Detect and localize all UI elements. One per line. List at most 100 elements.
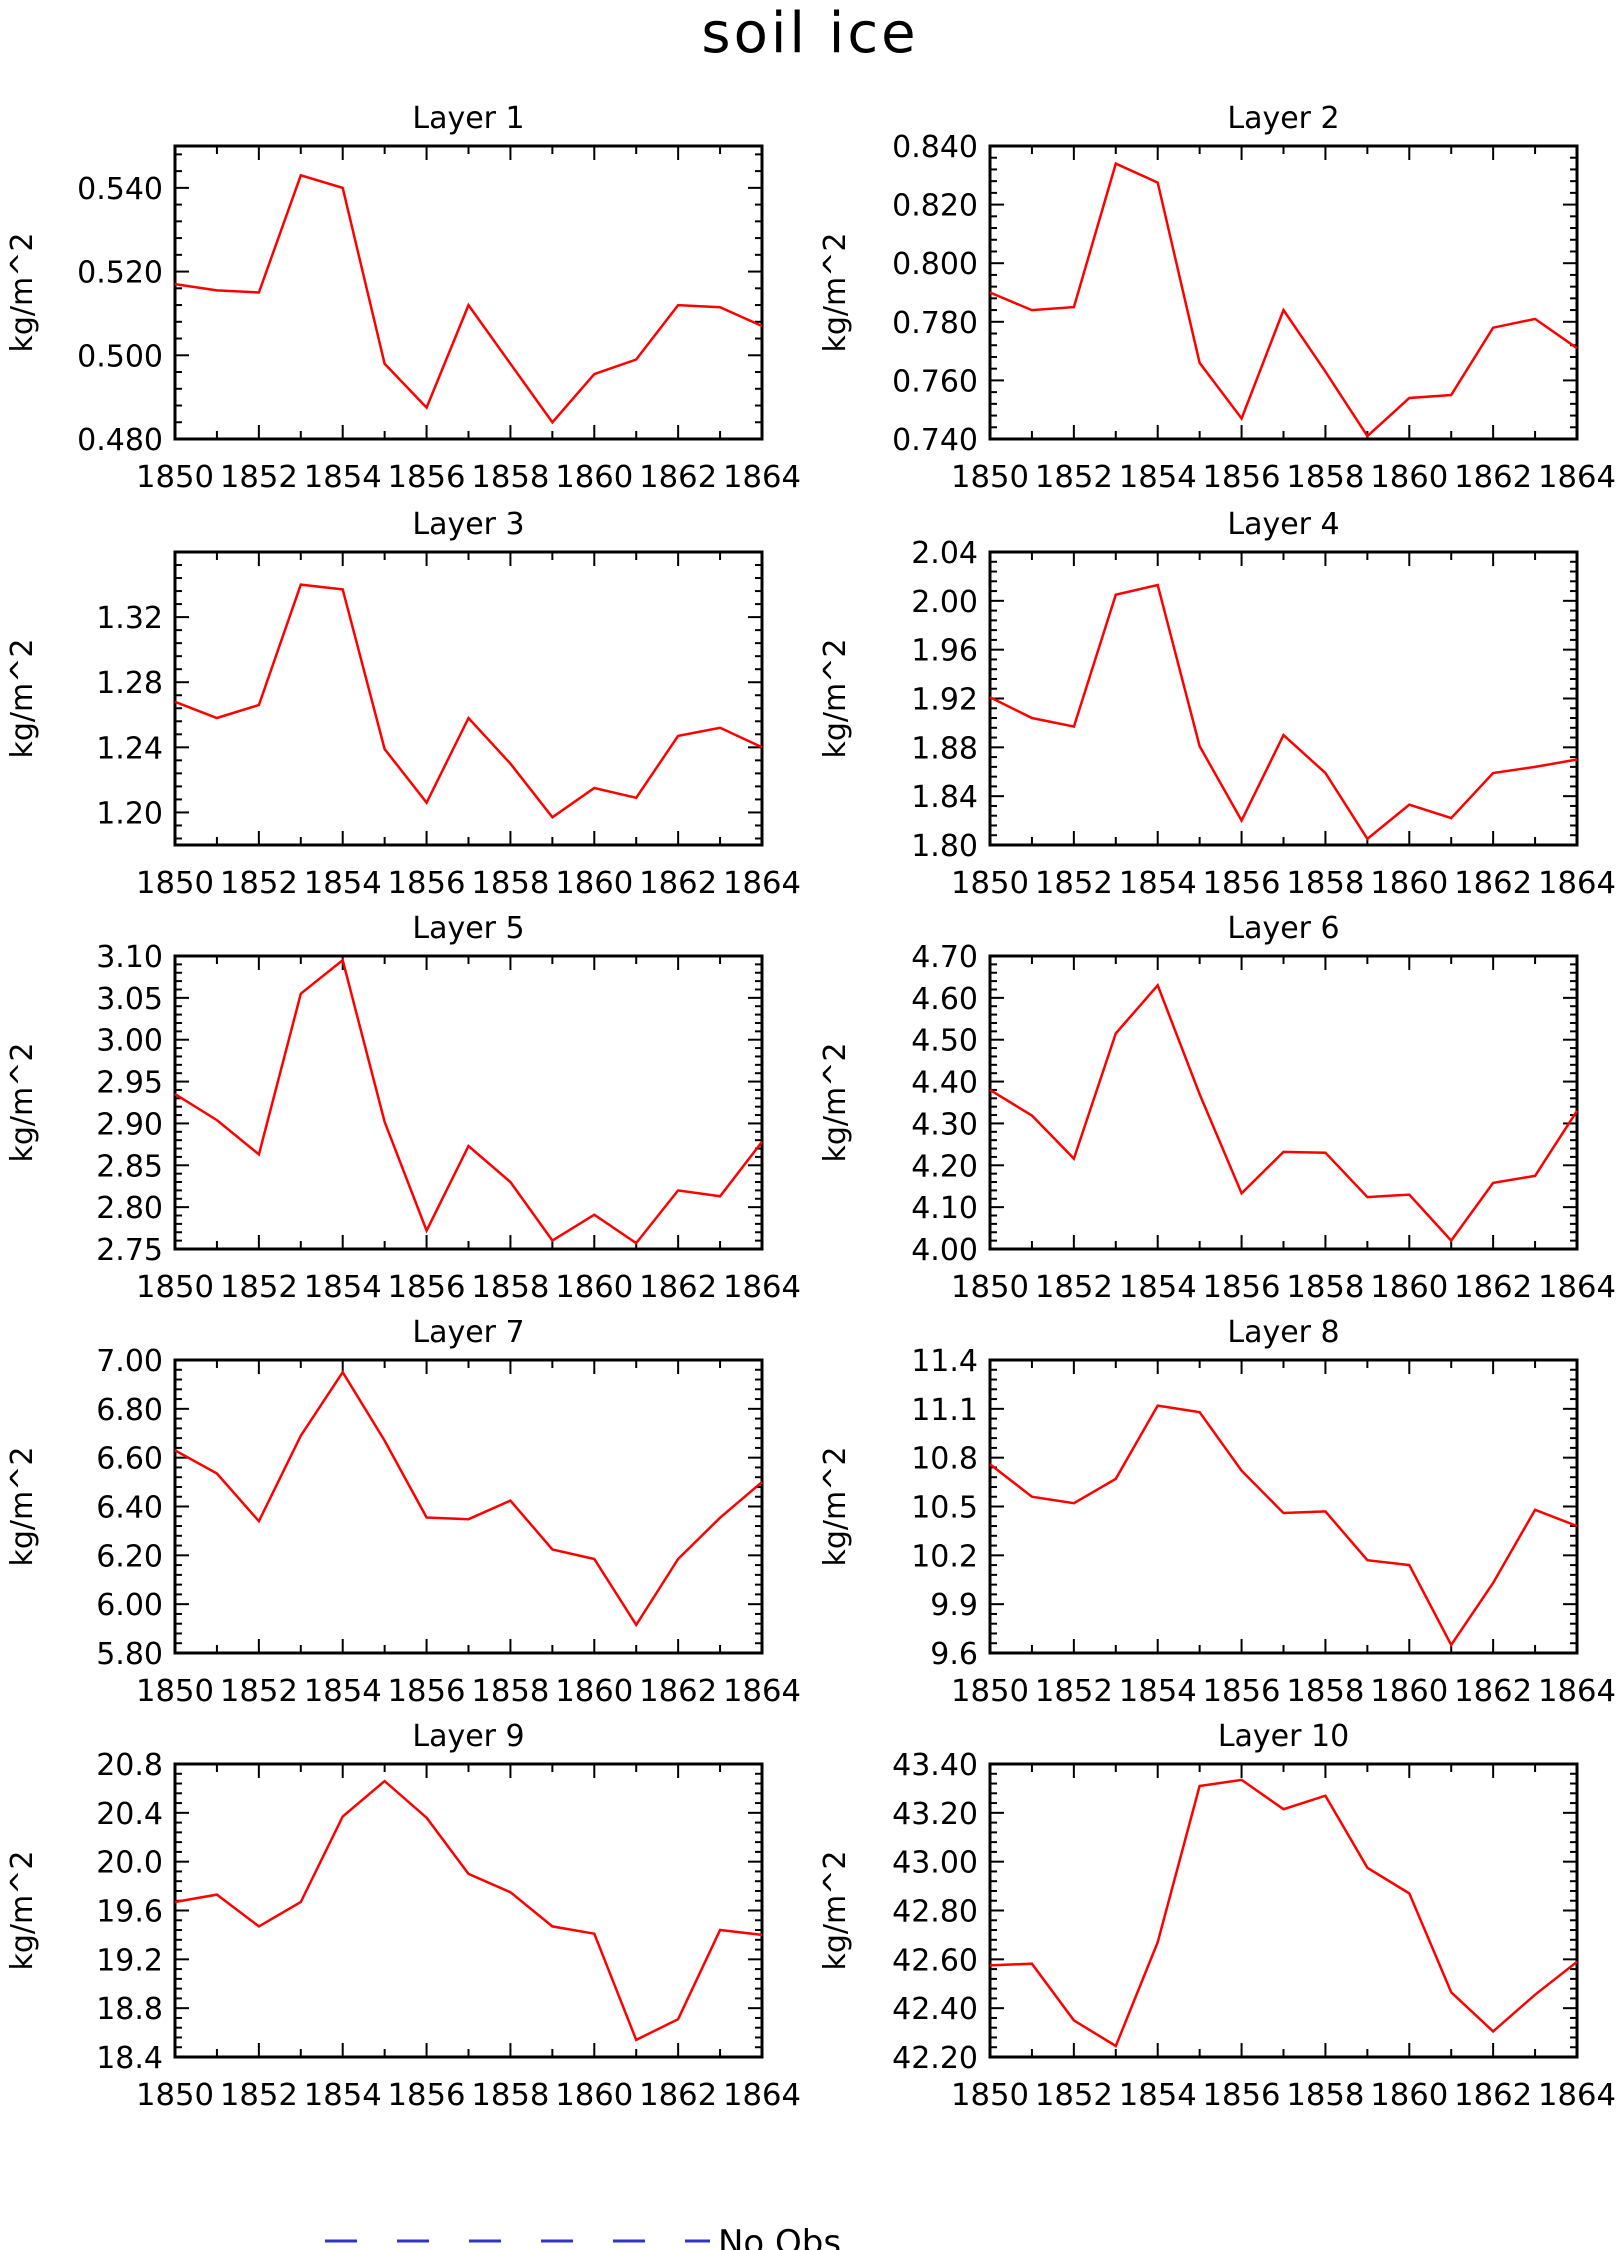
y-tick-label: 11.1 bbox=[911, 1393, 978, 1428]
x-tick-label: 1854 bbox=[304, 460, 382, 495]
y-tick-label: 10.8 bbox=[911, 1442, 978, 1477]
x-tick-label: 1854 bbox=[304, 2078, 382, 2113]
plot-frame bbox=[173, 1358, 764, 1655]
x-tick-label: 1854 bbox=[1119, 2078, 1197, 2113]
x-tick-label: 1850 bbox=[136, 1270, 214, 1305]
y-axis-label: kg/m^2 bbox=[818, 1043, 853, 1163]
series-line bbox=[989, 982, 1579, 1243]
x-tick-label: 1852 bbox=[1035, 866, 1113, 901]
x-tick-label: 1856 bbox=[388, 2078, 466, 2113]
x-tick-label: 1858 bbox=[471, 1674, 549, 1709]
x-tick-label: 1862 bbox=[639, 2078, 717, 2113]
x-tick-label: 1860 bbox=[1370, 460, 1448, 495]
y-axis-label: kg/m^2 bbox=[5, 1851, 40, 1971]
y-tick-label: 4.00 bbox=[911, 1233, 978, 1268]
y-tick-label: 20.4 bbox=[96, 1797, 163, 1832]
x-tick-label: 1860 bbox=[555, 460, 633, 495]
x-tick-label: 1852 bbox=[220, 866, 298, 901]
y-tick-label: 4.50 bbox=[911, 1024, 978, 1059]
figure-title: soil ice bbox=[701, 1, 918, 66]
panel-title: Layer 7 bbox=[412, 1315, 524, 1350]
x-tick-label: 1850 bbox=[136, 866, 214, 901]
series-line bbox=[989, 1778, 1578, 2048]
x-tick-label: 1852 bbox=[220, 2078, 298, 2113]
x-tick-label: 1864 bbox=[1538, 1674, 1616, 1709]
panel-title: Layer 8 bbox=[1227, 1315, 1339, 1350]
x-tick-label: 1852 bbox=[1035, 460, 1113, 495]
x-tick-label: 1860 bbox=[555, 866, 633, 901]
x-tick-label: 1864 bbox=[1538, 1270, 1616, 1305]
series-line bbox=[989, 583, 1578, 841]
y-tick-label: 0.500 bbox=[77, 339, 163, 374]
y-tick-label: 19.6 bbox=[96, 1895, 163, 1930]
y-tick-label: 0.800 bbox=[892, 247, 978, 282]
x-tick-label: 1856 bbox=[1203, 460, 1281, 495]
panel-title: Layer 1 bbox=[412, 101, 524, 136]
x-tick-label: 1864 bbox=[1538, 2078, 1616, 2113]
y-tick-label: 1.32 bbox=[96, 601, 163, 636]
x-tick-label: 1856 bbox=[1203, 1270, 1281, 1305]
y-axis-label: kg/m^2 bbox=[5, 1043, 40, 1163]
x-tick-label: 1864 bbox=[1538, 866, 1616, 901]
panel-title: Layer 2 bbox=[1227, 101, 1339, 136]
y-tick-label: 1.24 bbox=[96, 731, 163, 766]
x-tick-label: 1864 bbox=[1538, 460, 1616, 495]
panel-title: Layer 10 bbox=[1218, 1719, 1349, 1754]
x-tick-label: 1856 bbox=[388, 1674, 466, 1709]
y-tick-label: 2.80 bbox=[96, 1191, 163, 1226]
y-axis-label: kg/m^2 bbox=[818, 1447, 853, 1567]
y-tick-label: 0.840 bbox=[892, 130, 978, 165]
y-tick-label: 0.740 bbox=[892, 423, 978, 458]
x-tick-label: 1858 bbox=[1286, 1270, 1364, 1305]
x-tick-label: 1854 bbox=[304, 1674, 382, 1709]
y-tick-label: 10.2 bbox=[911, 1539, 978, 1574]
x-tick-label: 1862 bbox=[639, 1270, 717, 1305]
x-tick-label: 1852 bbox=[220, 460, 298, 495]
panel-title: Layer 5 bbox=[412, 911, 524, 946]
plot-frame bbox=[988, 1358, 1579, 1655]
panel-title: Layer 3 bbox=[412, 507, 524, 542]
y-tick-label: 9.6 bbox=[930, 1637, 978, 1672]
x-tick-label: 1854 bbox=[1119, 1270, 1197, 1305]
y-tick-label: 6.20 bbox=[96, 1539, 163, 1574]
x-tick-label: 1850 bbox=[951, 1270, 1029, 1305]
series-line bbox=[174, 583, 763, 820]
x-tick-label: 1858 bbox=[1286, 2078, 1364, 2113]
x-tick-label: 1852 bbox=[1035, 1674, 1113, 1709]
y-tick-label: 1.96 bbox=[911, 634, 978, 669]
y-axis-label: kg/m^2 bbox=[818, 1851, 853, 1971]
x-tick-label: 1850 bbox=[136, 2078, 214, 2113]
plot-frame bbox=[173, 144, 764, 441]
y-tick-label: 4.70 bbox=[911, 940, 978, 975]
x-tick-label: 1860 bbox=[555, 2078, 633, 2113]
x-tick-label: 1862 bbox=[639, 1674, 717, 1709]
y-tick-label: 3.05 bbox=[96, 982, 163, 1017]
panel-title: Layer 4 bbox=[1227, 507, 1339, 542]
x-tick-label: 1856 bbox=[1203, 866, 1281, 901]
x-tick-label: 1858 bbox=[1286, 866, 1364, 901]
y-tick-label: 43.40 bbox=[892, 1748, 978, 1783]
y-tick-label: 2.85 bbox=[96, 1149, 163, 1184]
y-tick-label: 42.80 bbox=[892, 1895, 978, 1930]
y-tick-label: 0.480 bbox=[77, 423, 163, 458]
series-line bbox=[174, 1369, 763, 1628]
y-tick-label: 42.40 bbox=[892, 1992, 978, 2027]
x-tick-label: 1862 bbox=[1454, 460, 1532, 495]
y-tick-label: 19.2 bbox=[96, 1943, 163, 1978]
x-tick-label: 1852 bbox=[1035, 2078, 1113, 2113]
x-tick-label: 1852 bbox=[1035, 1270, 1113, 1305]
panel-title: Layer 9 bbox=[412, 1719, 524, 1754]
y-tick-label: 9.9 bbox=[930, 1588, 978, 1623]
x-tick-label: 1864 bbox=[723, 1674, 801, 1709]
y-tick-label: 4.20 bbox=[911, 1149, 978, 1184]
x-tick-label: 1854 bbox=[304, 1270, 382, 1305]
x-tick-label: 1860 bbox=[1370, 1270, 1448, 1305]
x-tick-label: 1862 bbox=[1454, 1674, 1532, 1709]
y-tick-label: 1.92 bbox=[911, 683, 978, 718]
series-line bbox=[174, 173, 763, 425]
